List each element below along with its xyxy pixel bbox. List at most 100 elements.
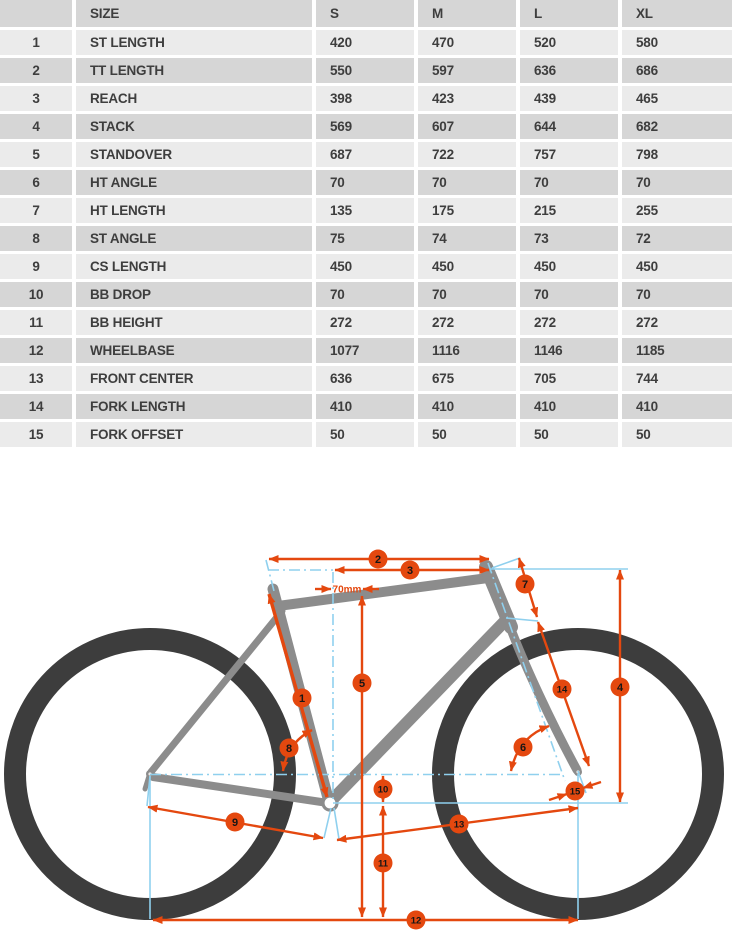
value-cell: 1077 bbox=[314, 336, 418, 366]
geometry-table: SIZE S M L XL 1 ST LENGTH 420 470 520 580 2 TT … bbox=[0, 0, 732, 450]
callout-circle bbox=[400, 560, 420, 580]
row-number-cell: 3 bbox=[0, 84, 76, 114]
callout-circle bbox=[610, 677, 630, 697]
table-row: 11 BB HEIGHT 272 272 272 272 bbox=[0, 308, 732, 338]
value-cell: 450 bbox=[620, 252, 732, 282]
value-cell: 272 bbox=[518, 308, 622, 338]
value-cell: 410 bbox=[518, 392, 622, 422]
value-cell: 50 bbox=[620, 420, 732, 450]
value-cell: 410 bbox=[416, 392, 520, 422]
row-number-cell: 8 bbox=[0, 224, 76, 254]
row-number-cell: 5 bbox=[0, 140, 76, 170]
table-row: 13 FRONT CENTER 636 675 705 744 bbox=[0, 364, 732, 394]
size-col-xl-header: XL bbox=[620, 0, 732, 30]
row-number-cell: 9 bbox=[0, 252, 76, 282]
callout-number: 12 bbox=[411, 915, 422, 926]
size-col-l-header: L bbox=[518, 0, 622, 30]
callout-14: 14 bbox=[552, 679, 572, 699]
value-cell: 272 bbox=[416, 308, 520, 338]
callout-circle bbox=[292, 688, 312, 708]
value-cell: 70 bbox=[314, 280, 418, 310]
value-cell: 1185 bbox=[620, 336, 732, 366]
spec-label-cell: FRONT CENTER bbox=[74, 364, 316, 394]
callout-number: 8 bbox=[286, 743, 292, 755]
row-number-cell: 7 bbox=[0, 196, 76, 226]
spec-label-cell: HT ANGLE bbox=[74, 168, 316, 198]
fork-offset-parallel-line bbox=[577, 770, 587, 794]
setback-label: 70mm bbox=[333, 585, 362, 596]
callout-2: 2 bbox=[368, 549, 388, 569]
callout-circle bbox=[373, 779, 393, 799]
rear-dropout bbox=[142, 773, 152, 792]
size-col-s-header: S bbox=[314, 0, 418, 30]
callout-6: 6 bbox=[513, 737, 533, 757]
header-row: SIZE S M L XL bbox=[0, 0, 732, 30]
row-number-cell: 13 bbox=[0, 364, 76, 394]
row-number-cell: 14 bbox=[0, 392, 76, 422]
row-number-cell: 12 bbox=[0, 336, 76, 366]
value-cell: 686 bbox=[620, 56, 732, 86]
value-cell: 470 bbox=[416, 28, 520, 58]
spec-label-cell: STANDOVER bbox=[74, 140, 316, 170]
value-cell: 450 bbox=[416, 252, 520, 282]
callout-13: 13 bbox=[449, 814, 469, 834]
value-cell: 423 bbox=[416, 84, 520, 114]
value-cell: 580 bbox=[620, 28, 732, 58]
table-row: 14 FORK LENGTH 410 410 410 410 bbox=[0, 392, 732, 422]
callout-circle bbox=[449, 814, 469, 834]
value-cell: 70 bbox=[518, 280, 622, 310]
value-cell: 607 bbox=[416, 112, 520, 142]
headtube-bottom-connector bbox=[505, 617, 539, 622]
value-cell: 636 bbox=[314, 364, 418, 394]
callout-number: 15 bbox=[570, 786, 581, 797]
value-cell: 70 bbox=[620, 280, 732, 310]
seat-axis-extension bbox=[265, 559, 275, 592]
value-cell: 50 bbox=[518, 420, 622, 450]
bb-projection-left bbox=[323, 807, 332, 839]
value-cell: 272 bbox=[620, 308, 732, 338]
value-cell: 450 bbox=[518, 252, 622, 282]
spec-label-cell: REACH bbox=[74, 84, 316, 114]
dimension-lines: 70mm bbox=[147, 555, 624, 924]
callout-circle bbox=[352, 673, 372, 693]
callout-number: 4 bbox=[617, 682, 624, 694]
row-number-cell: 4 bbox=[0, 112, 76, 142]
value-cell: 75 bbox=[314, 224, 418, 254]
spec-label-cell: STACK bbox=[74, 112, 316, 142]
value-cell: 705 bbox=[518, 364, 622, 394]
dim-15-fork-offset-left bbox=[548, 792, 568, 802]
value-cell: 744 bbox=[620, 364, 732, 394]
callout-11: 11 bbox=[373, 853, 393, 873]
table-row: 1 ST LENGTH 420 470 520 580 bbox=[0, 28, 732, 58]
table-row: 4 STACK 569 607 644 682 bbox=[0, 112, 732, 142]
callout-15: 15 bbox=[565, 781, 585, 801]
spec-label-cell: FORK LENGTH bbox=[74, 392, 316, 422]
callout-circle bbox=[565, 781, 585, 801]
callout-number: 13 bbox=[454, 819, 465, 830]
callout-1: 1 bbox=[292, 688, 312, 708]
callout-number: 1 bbox=[299, 693, 305, 705]
callout-7: 7 bbox=[515, 574, 535, 594]
value-cell: 420 bbox=[314, 28, 418, 58]
value-cell: 73 bbox=[518, 224, 622, 254]
callout-number: 3 bbox=[407, 565, 413, 577]
row-number-cell: 11 bbox=[0, 308, 76, 338]
callout-number: 9 bbox=[232, 817, 238, 829]
callout-9: 9 bbox=[225, 812, 245, 832]
value-cell: 255 bbox=[620, 196, 732, 226]
value-cell: 757 bbox=[518, 140, 622, 170]
value-cell: 175 bbox=[416, 196, 520, 226]
row-number-cell: 2 bbox=[0, 56, 76, 86]
corner-header-cell bbox=[0, 0, 76, 30]
value-cell: 410 bbox=[314, 392, 418, 422]
value-cell: 74 bbox=[416, 224, 520, 254]
value-cell: 722 bbox=[416, 140, 520, 170]
table-row: 6 HT ANGLE 70 70 70 70 bbox=[0, 168, 732, 198]
value-cell: 70 bbox=[416, 168, 520, 198]
callout-number: 10 bbox=[378, 784, 389, 795]
callout-5: 5 bbox=[352, 673, 372, 693]
value-cell: 550 bbox=[314, 56, 418, 86]
size-col-m-header: M bbox=[416, 0, 520, 30]
table-row: 10 BB DROP 70 70 70 70 bbox=[0, 280, 732, 310]
